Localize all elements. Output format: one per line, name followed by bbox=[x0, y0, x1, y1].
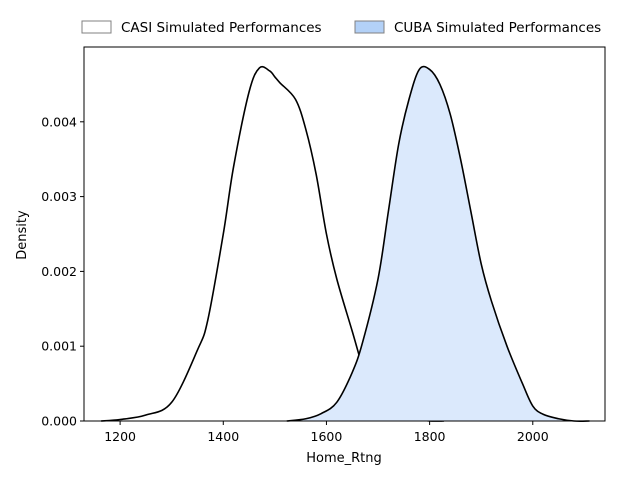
legend: CASI Simulated Performances CUBA Simulat… bbox=[81, 20, 601, 36]
x-tick-label-0: 1200 bbox=[104, 429, 136, 444]
x-tick-label-1: 1400 bbox=[207, 429, 239, 444]
plot-area bbox=[100, 65, 590, 422]
y-tick-label-3: 0.003 bbox=[41, 189, 77, 204]
y-tick-label-1: 0.001 bbox=[41, 339, 77, 354]
y-tick-label-2: 0.002 bbox=[41, 264, 77, 279]
y-axis-label: Density bbox=[15, 210, 30, 260]
series-1-fill bbox=[286, 66, 590, 422]
x-axis-label: Home_Rtng bbox=[306, 451, 382, 466]
legend-label-casi: CASI Simulated Performances bbox=[121, 20, 322, 36]
y-tick-label-4: 0.004 bbox=[41, 114, 77, 129]
x-tick-label-2: 1600 bbox=[311, 429, 343, 444]
legend-label-cuba: CUBA Simulated Performances bbox=[394, 20, 601, 36]
axes: 1200 1400 1600 1800 2000 0.000 0.001 0.002 0.003… bbox=[41, 46, 606, 444]
series-1-line bbox=[286, 65, 590, 422]
x-tick-label-3: 1800 bbox=[414, 429, 446, 444]
plot-frame bbox=[83, 46, 606, 422]
x-tick-label-4: 2000 bbox=[517, 429, 549, 444]
y-tick-label-0: 0.000 bbox=[41, 414, 77, 429]
legend-swatch-cuba bbox=[354, 20, 385, 34]
legend-swatch-casi bbox=[81, 20, 112, 34]
